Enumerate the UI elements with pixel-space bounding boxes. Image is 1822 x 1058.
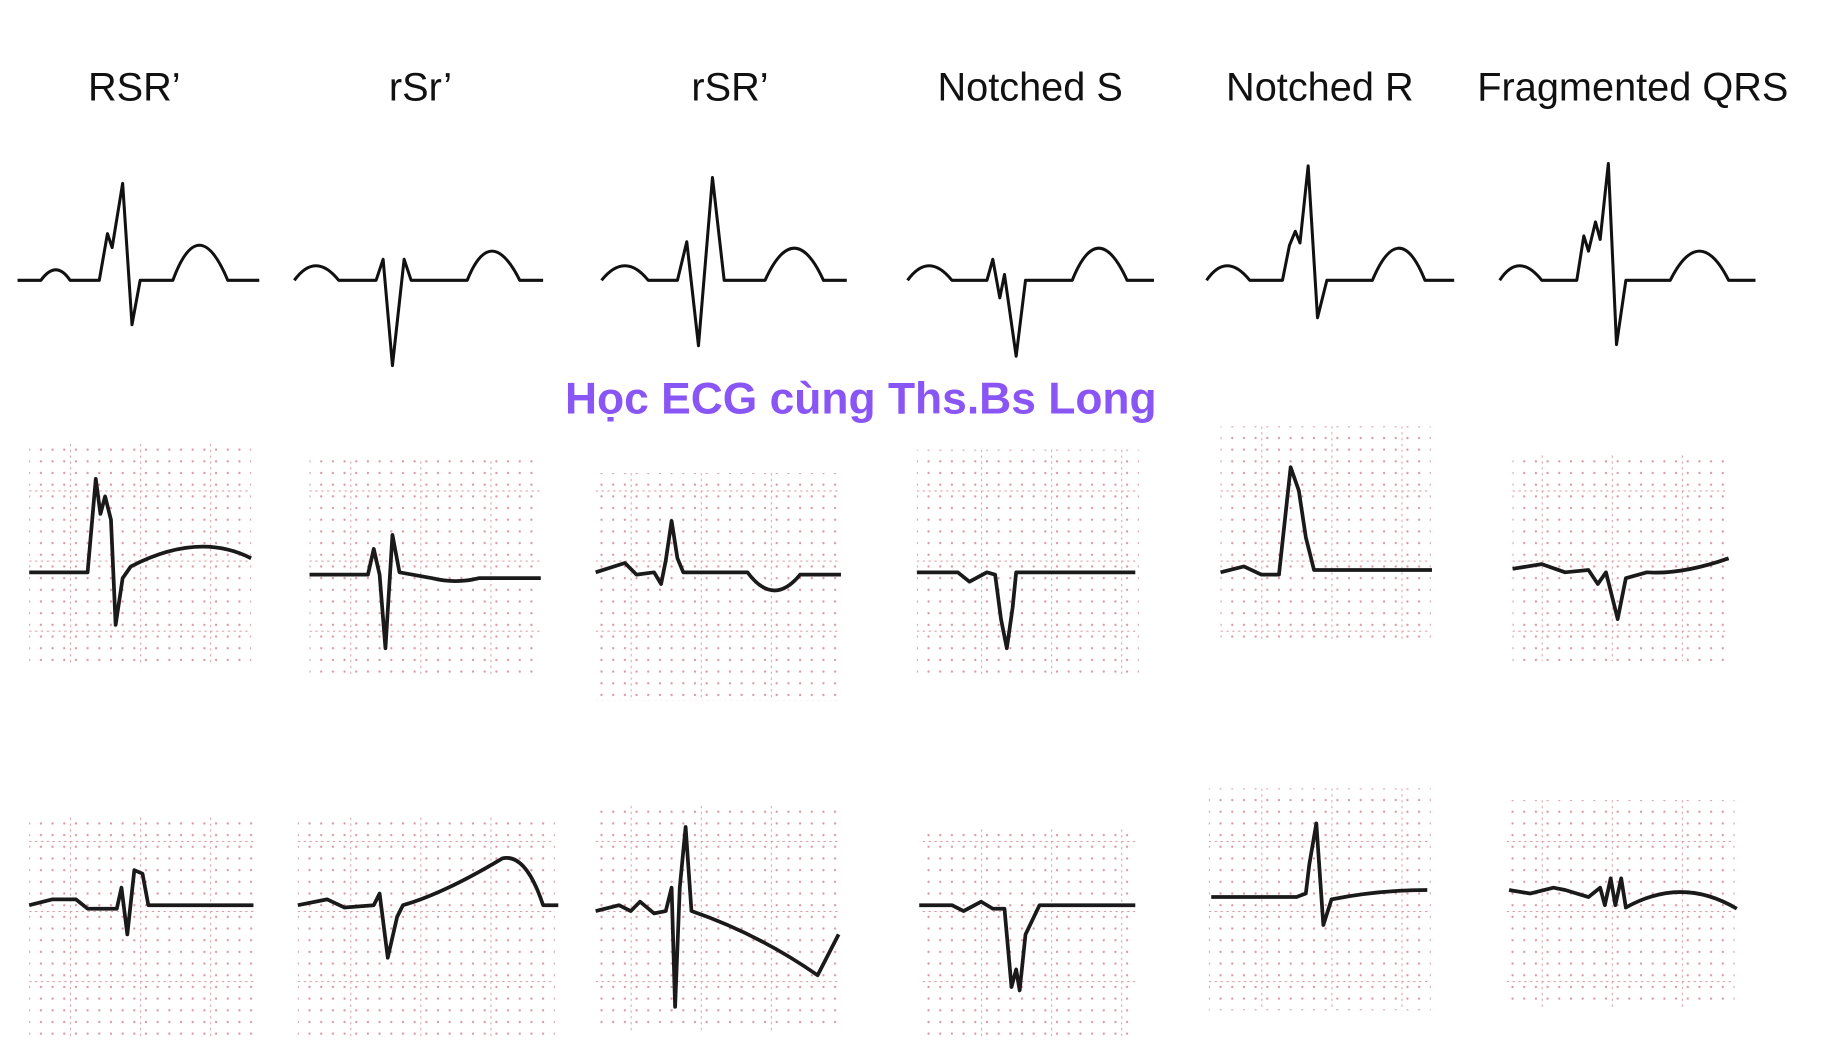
ecg-tracing [595,519,841,593]
schematic-wave [1498,162,1756,347]
schematic-wave [293,249,544,368]
schematics [17,162,1756,368]
ecg-tracing [297,856,559,960]
ecg-grid [916,449,1139,678]
ecg-tracing [919,899,1136,993]
ecg-grid [29,443,252,666]
ecg-grid [309,459,541,676]
ecg-tracing [29,477,252,627]
ecg-tracing [1220,465,1432,577]
ecg-grid [297,817,555,1040]
ecg-grid [595,803,841,1032]
schematic-wave [1205,164,1455,320]
content: RSR’ rSr’ rSR’ Notched S Notched R Fragm… [17,65,1788,1040]
ecg-tracing [1211,821,1428,927]
ecg-tracing [1508,876,1738,911]
ecg-tracing [595,825,841,1009]
ecg-tracing [28,868,254,937]
pattern-label: RSR’ [88,65,181,109]
ecg-tracing [309,533,541,651]
schematic-wave [17,181,260,327]
watermark: Học ECG cùng Ths.Bs Long [565,374,1157,423]
ecg-grid [1220,426,1431,641]
schematic-wave [600,176,847,348]
ecg-grid [1506,800,1735,1008]
pattern-label: Notched R [1226,65,1414,109]
pattern-label: rSR’ [691,65,768,109]
ecg-tracing [1512,556,1730,621]
ecg-grid [1512,453,1729,662]
tracings [28,465,1738,1009]
pattern-label: Fragmented QRS [1477,65,1788,109]
ecg-grids [29,426,1735,1040]
ecg-grid [29,817,254,1038]
pattern-label: Notched S [937,65,1122,109]
ecg-grid [595,473,841,701]
ecg-tracing [916,570,1136,651]
pattern-label: rSr’ [389,65,452,109]
schematic-wave [906,246,1154,358]
